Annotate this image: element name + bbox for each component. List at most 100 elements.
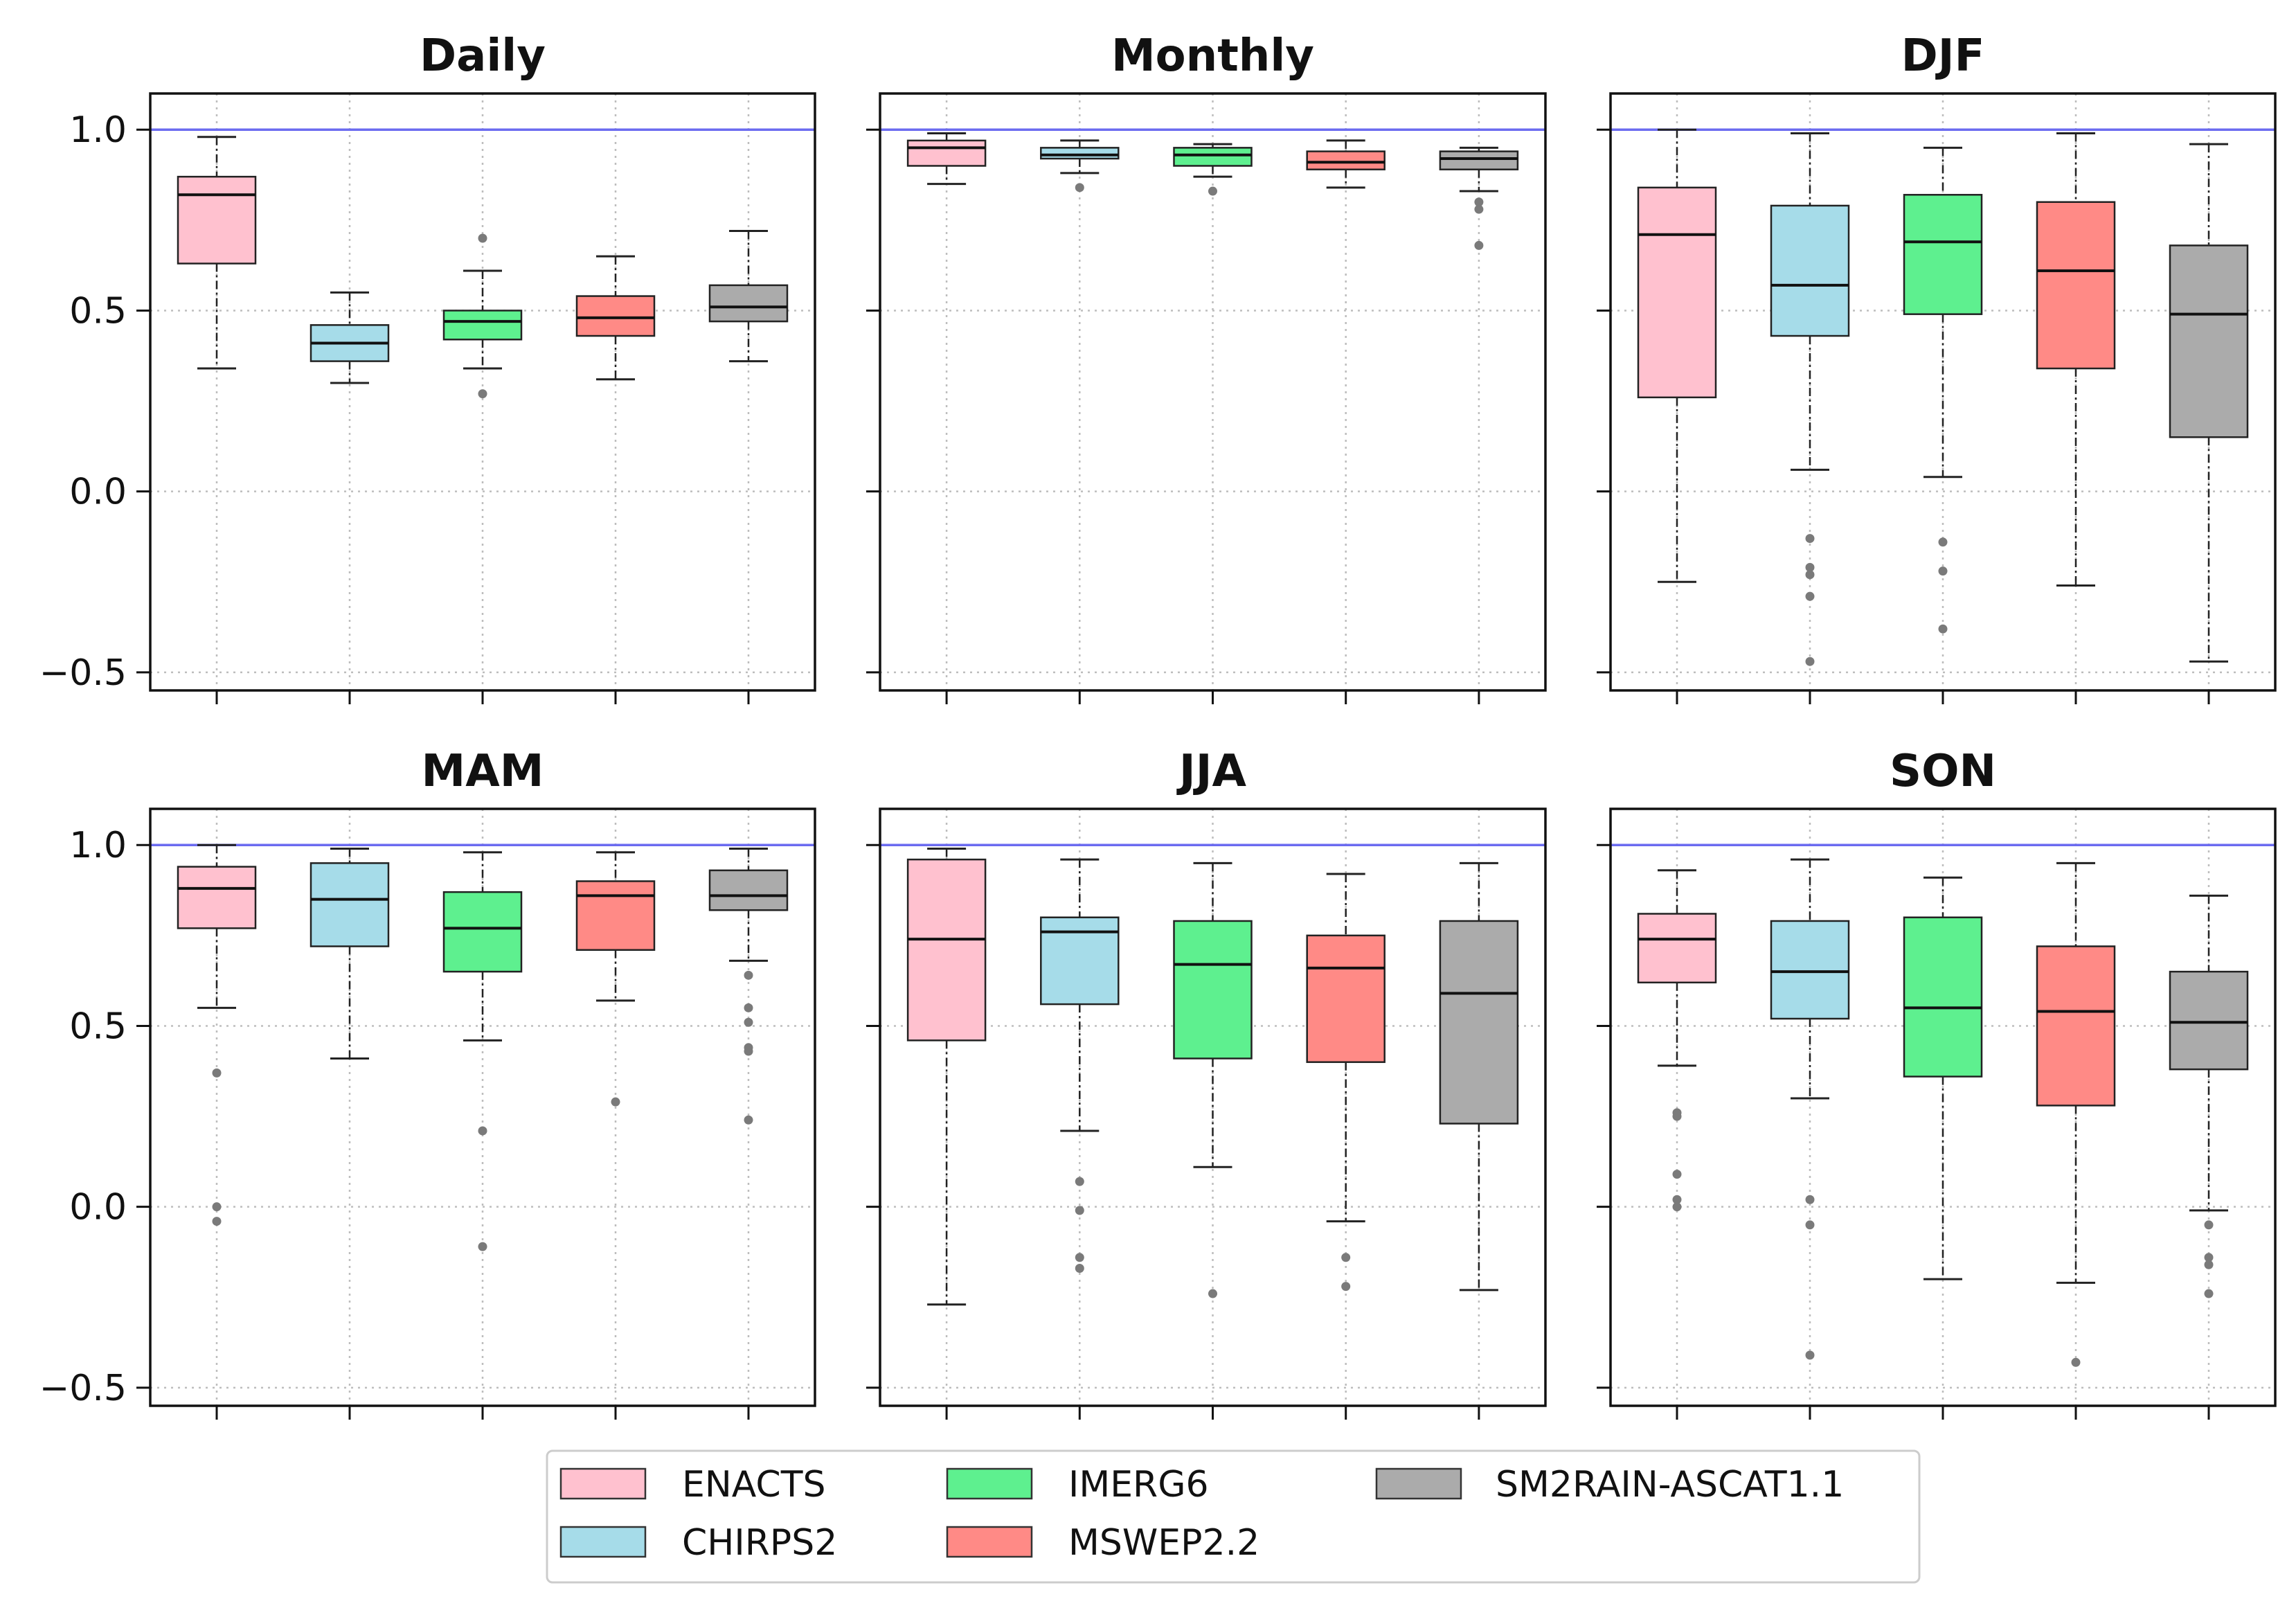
outlier-djf-chirps2-4 xyxy=(1805,656,1815,666)
outlier-djf-chirps2-0 xyxy=(1805,534,1815,544)
legend-swatch-enacts xyxy=(559,1467,647,1500)
legend-label-imerg6: IMERG6 xyxy=(1068,1464,1209,1506)
axes-frame-monthly xyxy=(879,92,1547,692)
box-monthly-sm2rain-ascat1-1 xyxy=(1439,150,1519,170)
box-daily-enacts xyxy=(177,175,257,265)
box-son-chirps2 xyxy=(1770,920,1850,1020)
box-monthly-imerg6 xyxy=(1173,147,1253,167)
box-mam-sm2rain-ascat1-1 xyxy=(708,869,789,911)
outlier-mam-enacts-1 xyxy=(212,1202,222,1212)
box-mam-enacts xyxy=(177,866,257,929)
panel-djf: DJF xyxy=(1597,30,2277,704)
outlier-son-enacts-2 xyxy=(1672,1170,1682,1179)
outlier-jja-chirps2-0 xyxy=(1075,1177,1084,1186)
outlier-son-enacts-3 xyxy=(1672,1195,1682,1204)
outlier-son-mswep2-2-0 xyxy=(2071,1357,2081,1367)
legend-swatch-chirps2 xyxy=(559,1526,647,1558)
panel-jja: JJA xyxy=(866,746,1547,1420)
axes-frame-daily xyxy=(149,92,816,692)
box-monthly-mswep2-2 xyxy=(1306,150,1385,170)
outlier-mam-imerg6-1 xyxy=(478,1242,487,1251)
outlier-mam-sm2rain-ascat1-1-0 xyxy=(744,970,753,980)
legend-label-enacts: ENACTS xyxy=(682,1464,826,1506)
outlier-son-sm2rain-ascat1-1-1 xyxy=(2204,1253,2214,1262)
outlier-mam-sm2rain-ascat1-1-1 xyxy=(744,1003,753,1012)
legend-label-sm2rain: SM2RAIN-ASCAT1.1 xyxy=(1496,1464,1844,1506)
box-monthly-chirps2 xyxy=(1040,147,1120,160)
outlier-son-chirps2-0 xyxy=(1805,1195,1815,1204)
outlier-jja-mswep2-2-0 xyxy=(1341,1253,1351,1262)
outlier-monthly-imerg6-0 xyxy=(1208,186,1217,196)
outlier-jja-chirps2-3 xyxy=(1075,1263,1084,1273)
y-tick-label-daily-1: 0.0 xyxy=(69,472,127,513)
y-tick-label-daily-0: −0.5 xyxy=(39,652,127,694)
box-djf-enacts xyxy=(1637,186,1717,399)
outlier-djf-imerg6-1 xyxy=(1938,566,1948,576)
legend-swatch-mswep22 xyxy=(946,1526,1033,1558)
box-son-imerg6 xyxy=(1903,916,1983,1078)
panel-monthly: Monthly xyxy=(866,30,1547,704)
outlier-son-chirps2-2 xyxy=(1805,1350,1815,1360)
panels: Daily −0.5 0.0 0.5 1.0 Monthly DJF MAM −0.5 0.0 0.… xyxy=(39,30,2277,1420)
outlier-monthly-sm2rain-ascat1-1-1 xyxy=(1474,204,1484,214)
box-mam-chirps2 xyxy=(310,862,390,947)
axes-frame-djf xyxy=(1609,92,2277,692)
outlier-son-enacts-4 xyxy=(1672,1202,1682,1212)
legend-swatch-sm2rain xyxy=(1375,1467,1462,1500)
box-son-enacts xyxy=(1637,913,1717,984)
y-tick-label-mam-3: 1.0 xyxy=(69,825,127,866)
outlier-djf-chirps2-3 xyxy=(1805,591,1815,601)
box-jja-mswep2-2 xyxy=(1306,934,1385,1063)
outlier-son-sm2rain-ascat1-1-0 xyxy=(2204,1220,2214,1230)
box-djf-sm2rain-ascat1-1 xyxy=(2169,244,2249,438)
box-jja-imerg6 xyxy=(1173,920,1253,1060)
box-djf-chirps2 xyxy=(1770,204,1850,337)
outlier-mam-enacts-0 xyxy=(212,1068,222,1078)
outlier-mam-mswep2-2-0 xyxy=(611,1097,620,1107)
box-daily-imerg6 xyxy=(442,310,523,341)
outlier-djf-chirps2-2 xyxy=(1805,570,1815,580)
outlier-mam-sm2rain-ascat1-1-4 xyxy=(744,1046,753,1056)
axes-frame-mam xyxy=(149,807,816,1407)
legend-label-mswep22: MSWEP2.2 xyxy=(1068,1522,1259,1564)
outlier-mam-sm2rain-ascat1-1-2 xyxy=(744,1017,753,1027)
outlier-monthly-sm2rain-ascat1-1-0 xyxy=(1474,197,1484,207)
legend-swatch-imerg6 xyxy=(946,1467,1033,1500)
panel-title-son: SON xyxy=(1890,746,1996,797)
box-daily-mswep2-2 xyxy=(575,295,656,337)
box-mam-mswep2-2 xyxy=(575,880,656,951)
outlier-son-enacts-1 xyxy=(1672,1111,1682,1121)
box-son-mswep2-2 xyxy=(2036,945,2116,1107)
panel-son: SON xyxy=(1597,746,2277,1420)
box-jja-sm2rain-ascat1-1 xyxy=(1439,920,1519,1125)
outlier-jja-imerg6-0 xyxy=(1208,1289,1217,1298)
outlier-mam-imerg6-0 xyxy=(478,1126,487,1136)
outlier-mam-sm2rain-ascat1-1-5 xyxy=(744,1115,753,1125)
box-son-sm2rain-ascat1-1 xyxy=(2169,970,2249,1071)
legend-frame xyxy=(546,1449,1921,1584)
y-tick-label-mam-2: 0.5 xyxy=(69,1006,127,1047)
legend: ENACTS CHIRPS2 IMERG6 MSWEP2.2 SM2RAIN-A… xyxy=(546,1449,1921,1584)
panel-title-jja: JJA xyxy=(1176,746,1247,797)
box-jja-chirps2 xyxy=(1040,916,1120,1006)
outlier-son-chirps2-1 xyxy=(1805,1220,1815,1230)
outlier-daily-imerg6-1 xyxy=(478,389,487,399)
panel-title-djf: DJF xyxy=(1901,30,1985,82)
outlier-monthly-sm2rain-ascat1-1-2 xyxy=(1474,240,1484,250)
outlier-jja-mswep2-2-1 xyxy=(1341,1282,1351,1292)
panel-title-daily: Daily xyxy=(420,30,546,82)
box-djf-imerg6 xyxy=(1903,194,1983,315)
box-daily-sm2rain-ascat1-1 xyxy=(708,284,789,323)
y-tick-label-daily-3: 1.0 xyxy=(69,109,127,151)
panel-mam: MAM −0.5 0.0 0.5 1.0 xyxy=(39,746,816,1420)
box-monthly-enacts xyxy=(906,139,987,167)
axes-frame-jja xyxy=(879,807,1547,1407)
outlier-son-sm2rain-ascat1-1-3 xyxy=(2204,1289,2214,1298)
outlier-djf-chirps2-1 xyxy=(1805,562,1815,572)
box-mam-imerg6 xyxy=(442,891,523,973)
box-djf-mswep2-2 xyxy=(2036,201,2116,370)
panel-daily: Daily −0.5 0.0 0.5 1.0 xyxy=(39,30,816,704)
outlier-monthly-chirps2-0 xyxy=(1075,183,1084,193)
y-tick-label-daily-2: 0.5 xyxy=(69,290,127,332)
